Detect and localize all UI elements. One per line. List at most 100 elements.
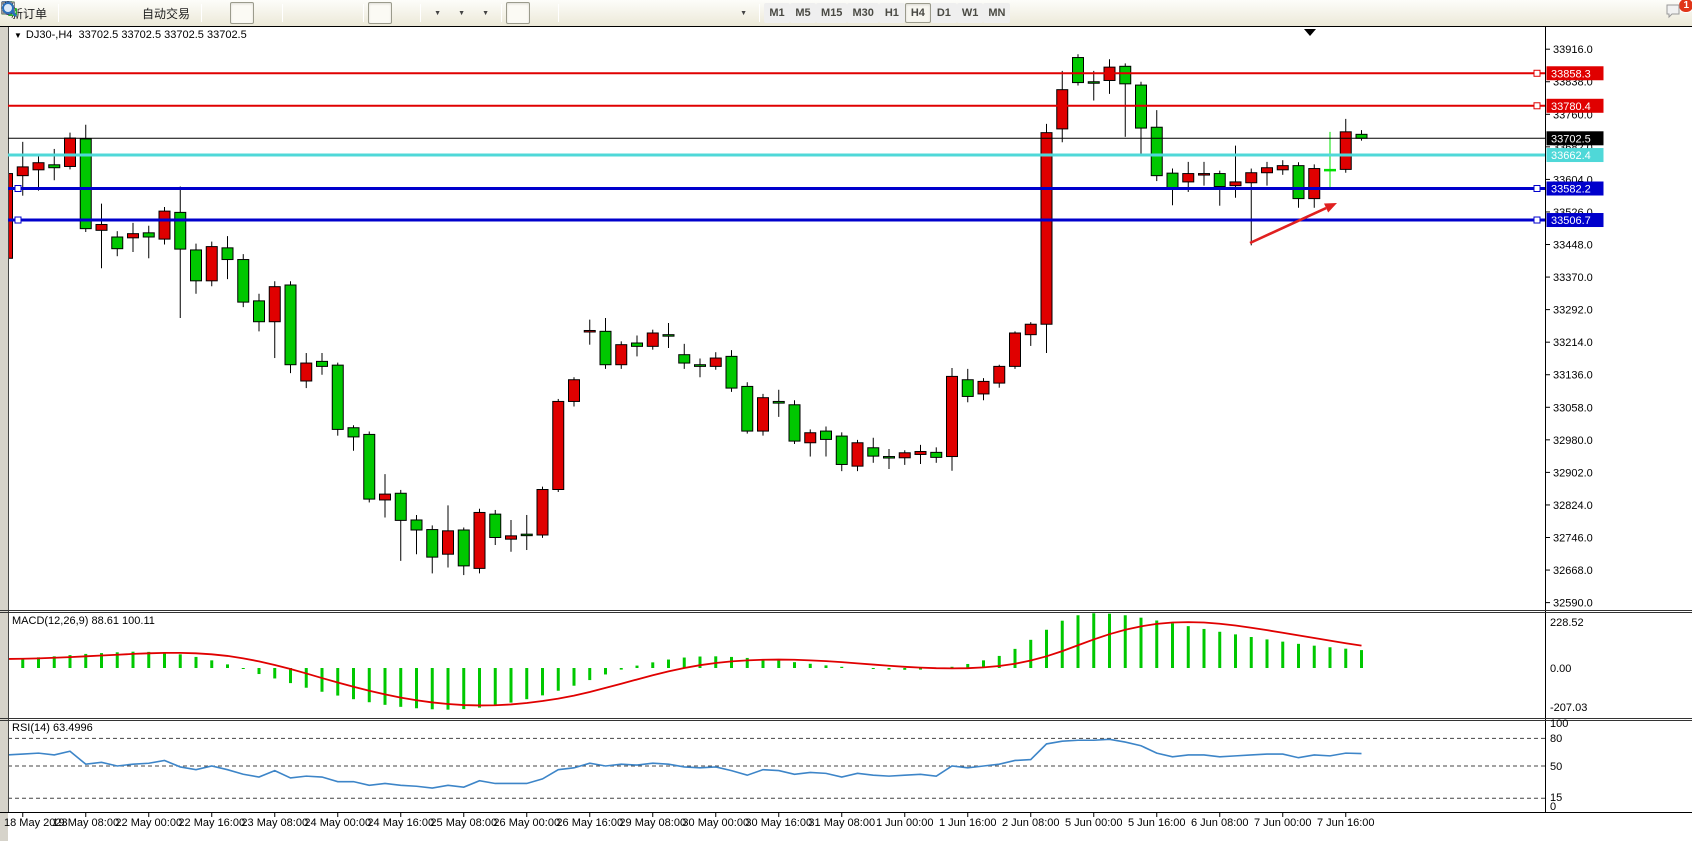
tab-timeframe-h1[interactable]: H1 xyxy=(878,3,905,23)
candle-body xyxy=(363,433,376,500)
chart-title[interactable]: ▼ DJ30-,H4 33702.5 33702.5 33702.5 33702.… xyxy=(14,29,247,41)
horizontal-line-tool-button[interactable] xyxy=(2,2,611,24)
separator xyxy=(420,4,422,22)
metaeditor-button[interactable] xyxy=(1,1,111,24)
line-drag-handle[interactable] xyxy=(14,185,22,193)
line-drag-handle[interactable] xyxy=(14,216,22,224)
candle-body xyxy=(1009,332,1021,367)
candle-body xyxy=(142,232,155,238)
chart-collapse-icon[interactable]: ▼ xyxy=(14,31,22,40)
crosshair-tool-button[interactable] xyxy=(1,1,554,24)
channel-tool-button[interactable]: E xyxy=(1,2,659,24)
candle-body xyxy=(379,493,391,501)
tab-timeframe-mn[interactable]: MN xyxy=(983,3,1011,23)
price-level-badge-label: 33506.7 xyxy=(1551,215,1591,227)
auto-scroll-button[interactable] xyxy=(2,2,393,24)
market-watch-button[interactable] xyxy=(2,2,87,24)
chart-shift-button[interactable] xyxy=(2,2,416,24)
time-tick-label: 30 May 16:00 xyxy=(745,817,812,829)
time-tick-label: 5 Jun 16:00 xyxy=(1128,817,1186,829)
tab-timeframe-w1[interactable]: W1 xyxy=(956,3,984,23)
price-level-badge xyxy=(1546,98,1604,113)
candle-body xyxy=(1056,89,1069,130)
candle-body xyxy=(552,400,565,491)
chart-shift-marker[interactable] xyxy=(1304,29,1316,36)
candle-body xyxy=(284,284,297,366)
candle-body xyxy=(536,489,549,536)
candle-body xyxy=(1072,57,1084,84)
candle-body xyxy=(1166,172,1179,190)
tab-timeframe-h4[interactable]: H4 xyxy=(904,3,931,23)
candle-body xyxy=(1150,126,1163,177)
line-drag-handle[interactable] xyxy=(1533,185,1541,193)
candle-body xyxy=(694,364,706,367)
tab-timeframe-m5[interactable]: M5 xyxy=(790,3,817,23)
candle-body xyxy=(741,385,754,432)
zoom-out-button[interactable] xyxy=(2,2,335,24)
price-tick-label: 32590.0 xyxy=(1553,598,1593,610)
candles-layer xyxy=(9,54,1368,576)
time-tick-label: 26 May 00:00 xyxy=(493,817,560,829)
notifications-button[interactable]: 1 xyxy=(1664,0,1692,24)
time-tick-label: 24 May 00:00 xyxy=(304,817,371,829)
candle-body xyxy=(410,519,423,531)
candle-body xyxy=(111,236,124,250)
rsi-axis-label: 15 xyxy=(1550,792,1562,804)
vertical-line-tool-button[interactable] xyxy=(7,2,587,24)
zoom-in-button[interactable] xyxy=(2,2,311,24)
candle-body xyxy=(631,342,643,347)
price-level-badge-label: 33582.2 xyxy=(1551,184,1591,196)
candle-body xyxy=(646,332,659,347)
candle-body xyxy=(820,430,832,440)
candle-body xyxy=(1339,131,1352,170)
trendline-tool-button[interactable] xyxy=(2,2,635,24)
macd-axis-label: 0.00 xyxy=(1550,663,1571,675)
new-order-label: 新订单 xyxy=(11,6,48,21)
line-drag-handle[interactable] xyxy=(1533,69,1541,77)
candle-body xyxy=(757,397,769,432)
macd-histogram-layer xyxy=(21,613,1363,710)
tab-timeframe-m1[interactable]: M1 xyxy=(764,3,791,23)
time-tick-label: 18 May 2023 xyxy=(4,817,68,829)
chart-symbol-period: DJ30-,H4 xyxy=(25,29,73,41)
broadcast-button[interactable] xyxy=(1,1,135,24)
bar-chart-button[interactable] xyxy=(1,2,230,24)
tab-timeframe-d1[interactable]: D1 xyxy=(930,3,957,23)
candle-body xyxy=(221,247,234,261)
annotation-arrow[interactable] xyxy=(1249,206,1327,245)
line-chart-button[interactable] xyxy=(1,2,278,24)
tab-timeframe-m30[interactable]: M30 xyxy=(847,3,879,23)
candlestick-chart-button[interactable] xyxy=(1,2,255,24)
time-tick-label: 22 May 16:00 xyxy=(178,817,245,829)
text-tool-button[interactable]: A xyxy=(4,2,707,24)
separator xyxy=(759,4,761,22)
chevron-down-icon: ▼ xyxy=(458,9,465,17)
separator xyxy=(282,4,284,22)
label-tool-button[interactable]: T xyxy=(1,2,731,24)
price-tick-label: 33916.0 xyxy=(1553,44,1593,56)
candle-body xyxy=(1292,165,1305,200)
macd-signal-line xyxy=(9,621,1362,707)
tile-windows-button[interactable] xyxy=(1,1,359,24)
tab-timeframe-m15[interactable]: M15 xyxy=(816,3,848,23)
candle-body xyxy=(914,451,927,455)
cursor-tool-button[interactable] xyxy=(5,1,531,24)
search-button[interactable] xyxy=(2,2,1664,24)
arrows-tool-button[interactable]: ▼ xyxy=(3,2,755,24)
line-drag-handle[interactable] xyxy=(1533,216,1541,224)
annotation-arrow-head[interactable] xyxy=(1324,203,1337,213)
candle-body xyxy=(268,286,281,323)
fibonacci-tool-button[interactable]: F xyxy=(2,2,683,24)
rsi-axis-label: 100 xyxy=(1550,718,1568,730)
indicators-button[interactable]: ▼ xyxy=(1,2,449,24)
candle-body xyxy=(1261,167,1273,174)
autotrading-button[interactable]: 自动交易 xyxy=(2,2,197,24)
candle-body xyxy=(1087,81,1100,84)
line-drag-handle[interactable] xyxy=(1533,102,1541,110)
time-tick-label: 31 May 08:00 xyxy=(808,817,875,829)
candle-body xyxy=(505,535,517,540)
periods-button[interactable]: ▼ xyxy=(1,1,473,24)
candle-body xyxy=(442,530,454,555)
templates-button[interactable]: ▼ xyxy=(1,2,497,24)
